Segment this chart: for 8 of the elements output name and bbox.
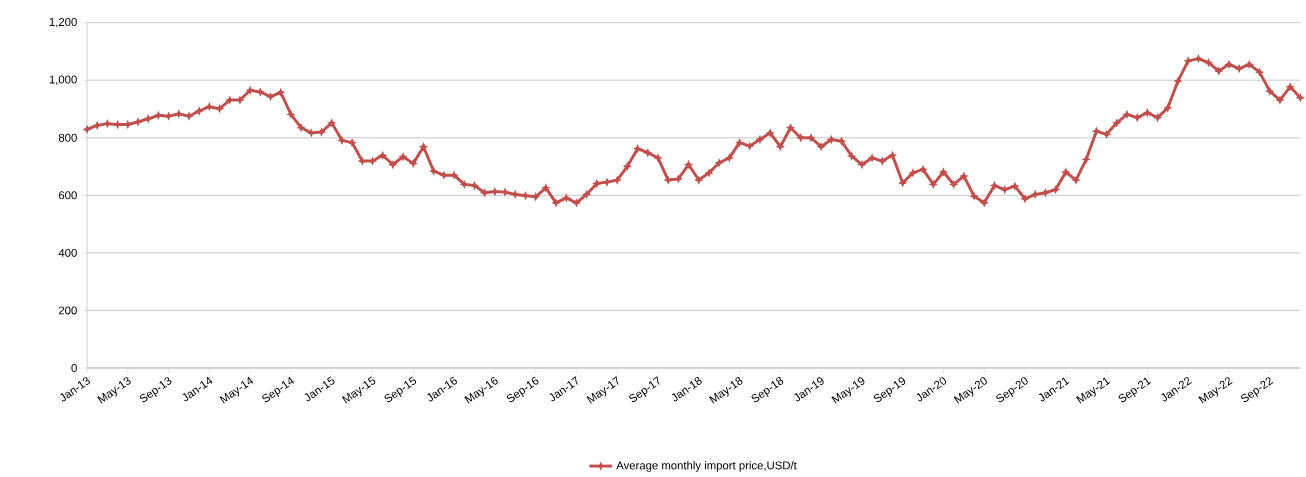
legend-label: Average monthly import price,USD/t <box>616 461 797 472</box>
y-tick-label: 200 <box>58 306 77 315</box>
y-tick-label: 600 <box>58 191 77 200</box>
y-tick-label: 1,000 <box>49 75 77 85</box>
y-tick-label: 800 <box>58 133 77 142</box>
y-tick-label: 0 <box>71 363 77 372</box>
y-tick-label: 400 <box>58 248 77 257</box>
y-tick-label: 1,200 <box>49 17 77 28</box>
